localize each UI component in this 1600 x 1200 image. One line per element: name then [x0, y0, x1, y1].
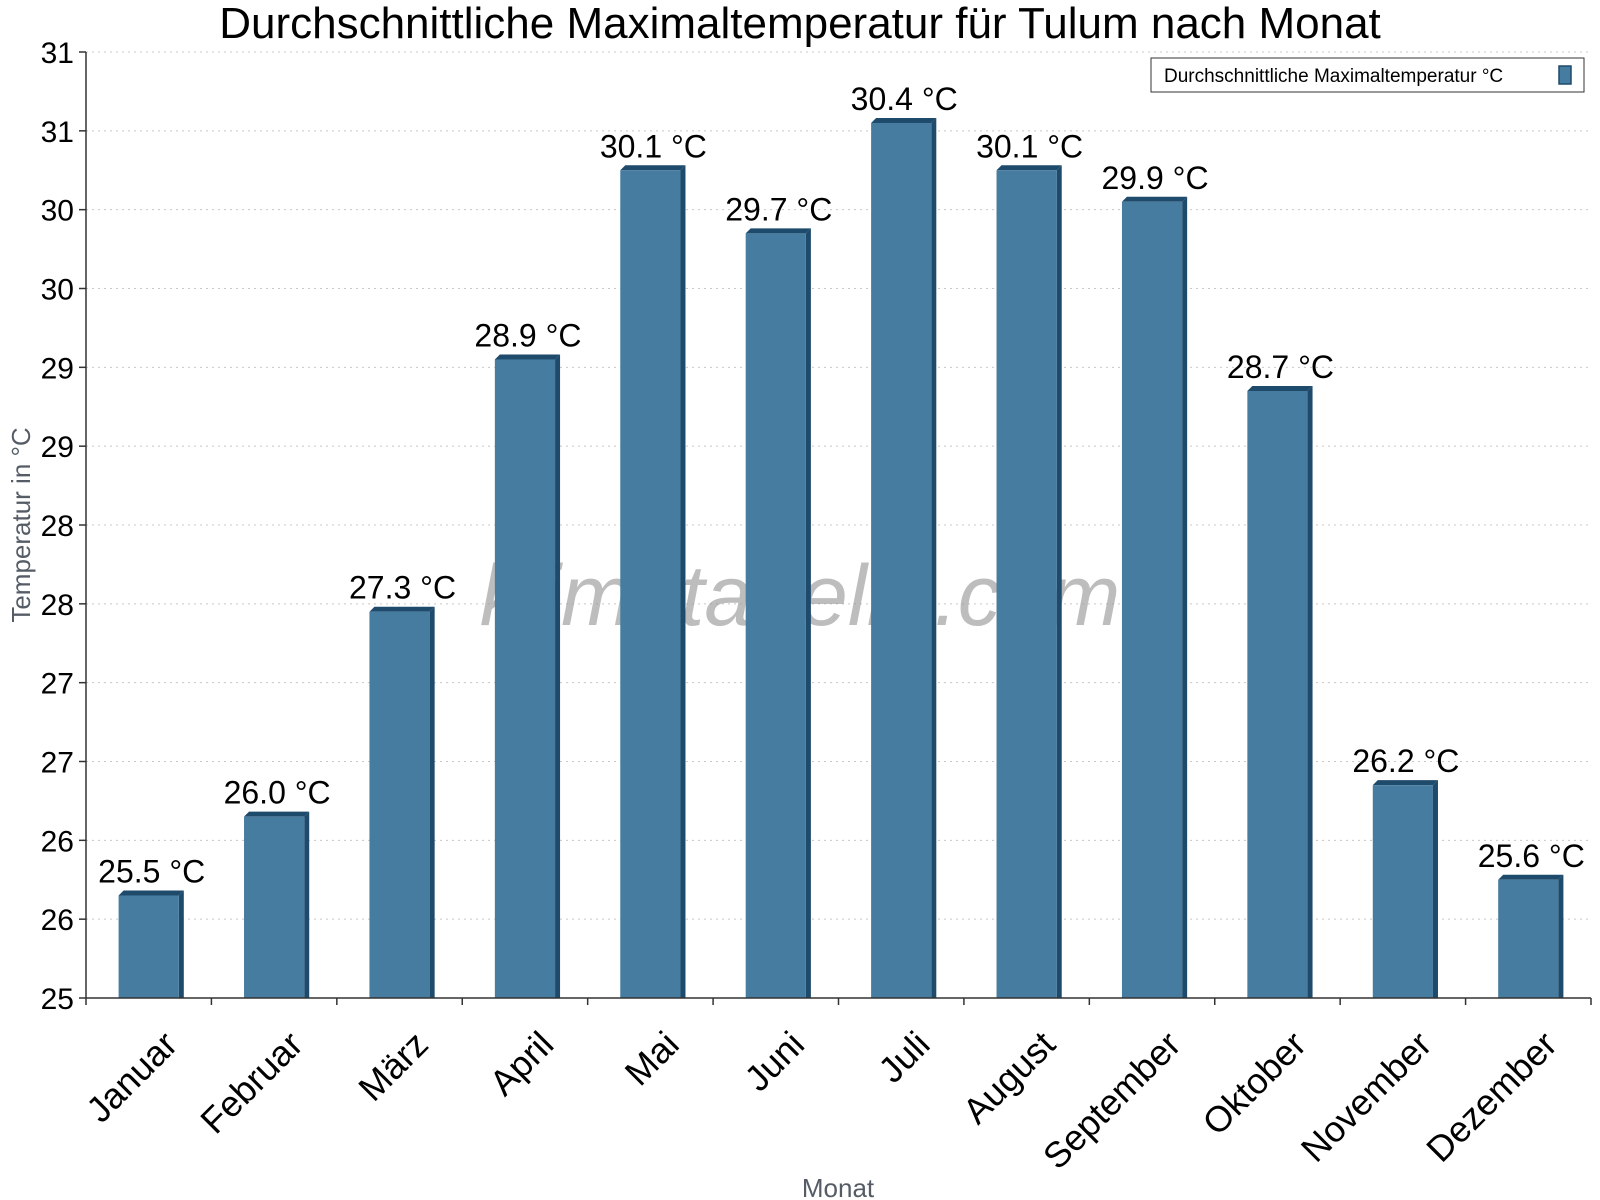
bar-top: [620, 165, 686, 171]
bar-april: [494, 354, 561, 998]
x-tick-label: April: [481, 1023, 561, 1103]
y-tick-label: 30: [41, 274, 74, 307]
bar: [1247, 390, 1308, 998]
x-tick-label: Februar: [192, 1023, 310, 1141]
data-label: 26.2 °C: [1352, 743, 1459, 779]
bar: [494, 359, 556, 998]
x-tick-label: Mai: [617, 1023, 687, 1093]
y-tick-label: 26: [41, 904, 74, 937]
bar-top: [118, 890, 184, 896]
y-tick-label: 26: [41, 825, 74, 858]
y-tick-label: 29: [41, 352, 74, 385]
data-label: 27.3 °C: [349, 570, 456, 606]
y-axis-label: Temperatur in °C: [6, 427, 36, 622]
bar: [620, 170, 681, 998]
bar-top: [494, 354, 561, 360]
legend-box: [1150, 57, 1585, 93]
x-tick-label: November: [1293, 1023, 1439, 1169]
y-tick-label: 31: [41, 37, 74, 70]
bar-side: [931, 117, 937, 998]
bar: [745, 233, 806, 999]
bar-juli: [871, 117, 937, 998]
bar: [1372, 785, 1433, 998]
legend-swatch: [1558, 65, 1572, 85]
bar-top: [244, 811, 310, 817]
bar-side: [1056, 165, 1062, 998]
y-tick-label: 29: [41, 431, 74, 464]
bar: [996, 170, 1057, 998]
y-tick-label: 27: [41, 668, 74, 701]
data-label: 30.1 °C: [600, 128, 707, 164]
bar-side: [680, 165, 686, 998]
chart-title: Durchschnittliche Maximaltemperatur für …: [219, 0, 1381, 48]
x-tick-label: Juli: [870, 1023, 937, 1090]
x-tick-label: Oktober: [1194, 1023, 1314, 1143]
bar: [871, 122, 932, 998]
bar-top: [1121, 196, 1188, 202]
y-tick-label: 31: [41, 116, 74, 149]
bar: [118, 895, 179, 998]
data-label: 25.5 °C: [98, 854, 205, 890]
bar-side: [555, 354, 561, 998]
x-tick-label: Januar: [78, 1023, 185, 1130]
data-label: 26.0 °C: [224, 775, 331, 811]
bar: [244, 816, 305, 998]
data-label: 28.9 °C: [474, 317, 581, 353]
y-tick-label: 27: [41, 747, 74, 780]
bar-oktober: [1247, 385, 1313, 998]
legend: Durchschnittliche Maximaltemperatur °C: [1150, 57, 1585, 93]
x-tick-label: September: [1035, 1023, 1189, 1177]
data-label: 30.4 °C: [851, 81, 958, 117]
bar-side: [1182, 196, 1188, 999]
bar-side: [1558, 874, 1564, 998]
y-tick-label: 25: [41, 983, 74, 1016]
y-tick-label: 30: [41, 195, 74, 228]
data-label: 29.9 °C: [1102, 160, 1209, 196]
bar-top: [369, 606, 435, 612]
data-label: 30.1 °C: [976, 128, 1083, 164]
data-label: 25.6 °C: [1478, 838, 1585, 874]
x-tick-label: März: [350, 1023, 436, 1109]
x-tick-label: Juni: [736, 1023, 812, 1099]
x-tick-label: August: [955, 1023, 1063, 1131]
data-labels: 25.5 °C 26.0 °C 27.3 °C 28.9 °C 30.1 °C 29.7 …: [98, 81, 1585, 890]
bar-september: [1121, 196, 1188, 999]
legend-label: Durchschnittliche Maximaltemperatur °C: [1164, 66, 1503, 87]
bar-side: [1307, 385, 1313, 998]
bar-top: [1498, 874, 1564, 880]
bar: [1121, 201, 1183, 999]
bar-mai: [620, 165, 686, 998]
bar-side: [1432, 780, 1438, 998]
bar: [369, 611, 430, 998]
bar-februar: [244, 811, 310, 998]
bar-top: [996, 165, 1062, 171]
bar-side: [304, 811, 310, 998]
y-axis-ticks: 25 26 26 27 27 28 28 29 29 30 30 31 31: [41, 37, 86, 1016]
grid-lines: [86, 51, 1591, 920]
bar-märz: [369, 606, 435, 998]
data-label: 29.7 °C: [725, 191, 832, 227]
bar-juni: [745, 228, 811, 999]
bar-top: [1247, 385, 1313, 391]
bar-side: [429, 606, 435, 998]
x-axis-label: Monat: [802, 1173, 875, 1200]
bar-top: [745, 228, 811, 234]
x-tick-label: Dezember: [1418, 1023, 1564, 1169]
bars: [118, 117, 1564, 999]
y-tick-label: 28: [41, 510, 74, 543]
bar-august: [996, 165, 1062, 998]
bar-november: [1372, 780, 1438, 998]
bar: [1498, 879, 1559, 998]
bar-top: [1372, 780, 1438, 786]
bar-top: [871, 117, 937, 123]
x-axis-ticks: Januar Februar März April Mai Juni Juli AugustS…: [78, 998, 1592, 1177]
bar-side: [805, 228, 811, 999]
data-label: 28.7 °C: [1227, 349, 1334, 385]
y-tick-label: 28: [41, 589, 74, 622]
bar-dezember: [1498, 874, 1564, 998]
bar-januar: [118, 890, 184, 998]
bar-side: [178, 890, 184, 998]
